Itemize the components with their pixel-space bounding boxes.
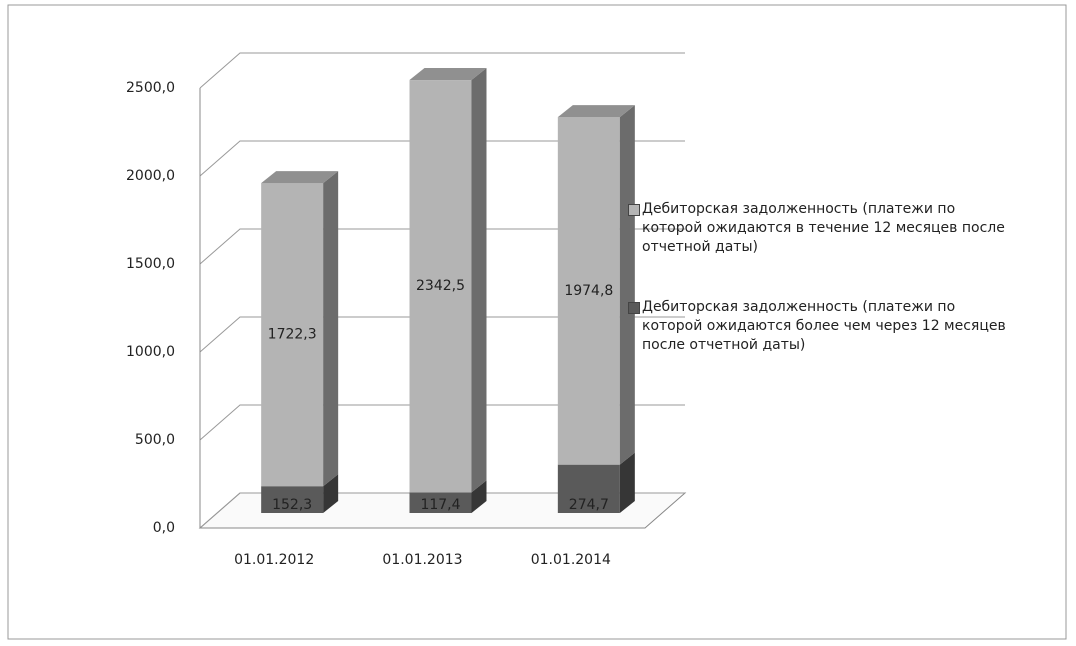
bar-side <box>471 480 487 513</box>
bar-side <box>619 452 635 513</box>
legend-label: Дебиторская задолженность (платежи по ко… <box>642 201 1005 255</box>
grid-line <box>199 52 685 89</box>
x-tick-label: 01.01.2012 <box>234 552 314 568</box>
bar-front <box>409 492 472 513</box>
grid-line <box>199 316 685 353</box>
bar-front <box>557 117 620 465</box>
grid-line <box>199 404 685 441</box>
bar-side <box>323 171 339 487</box>
y-tick-label: 500,0 <box>135 432 175 448</box>
bar-top <box>261 171 339 184</box>
value-label: 1974,8 <box>564 283 613 299</box>
grid-line <box>199 492 685 529</box>
value-label: 1722,3 <box>268 327 317 343</box>
legend-swatch <box>628 302 640 314</box>
x-tick-label: 01.01.2013 <box>382 552 462 568</box>
legend-label: Дебиторская задолженность (платежи по ко… <box>642 299 1006 353</box>
legend-entry: Дебиторская задолженность (платежи по ко… <box>628 200 1012 257</box>
x-tick-label: 01.01.2014 <box>531 552 611 568</box>
value-label: 274,7 <box>569 497 609 513</box>
bar-front <box>409 80 472 493</box>
y-tick-label: 0,0 <box>153 520 175 536</box>
bar-side <box>619 105 635 465</box>
value-label: 117,4 <box>420 497 460 513</box>
frame <box>7 4 1067 640</box>
value-label: 2342,5 <box>416 278 465 294</box>
legend-swatch <box>628 204 640 216</box>
y-tick-label: 2500,0 <box>126 80 175 96</box>
grid-line <box>199 140 685 177</box>
bar-top <box>409 68 487 81</box>
bar-top <box>557 105 635 118</box>
bar-side <box>471 68 487 493</box>
y-tick-label: 1500,0 <box>126 256 175 272</box>
bar-front <box>261 183 324 487</box>
y-tick-label: 2000,0 <box>126 168 175 184</box>
y-tick-label: 1000,0 <box>126 344 175 360</box>
bar-front <box>557 464 620 513</box>
legend-entry: Дебиторская задолженность (платежи по ко… <box>628 298 1012 355</box>
grid-line <box>199 228 685 265</box>
bar-side <box>323 474 339 513</box>
value-label: 152,3 <box>272 497 312 513</box>
bar-front <box>261 486 324 513</box>
